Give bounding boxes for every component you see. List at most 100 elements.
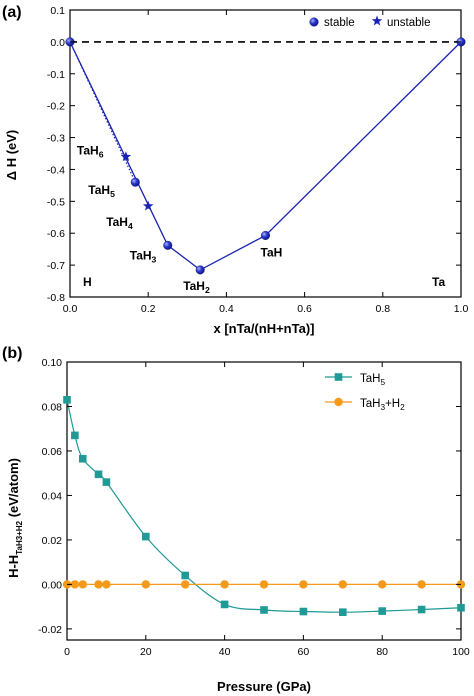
panel-b-tah3h2-point (338, 580, 347, 589)
panel-b-y-label-main: H-H (6, 555, 21, 578)
panel-a-y-tick-label: 0.1 (50, 5, 65, 17)
panel-a-point-label-sub: 2 (205, 285, 210, 295)
panel-a-point-label: TaH3 (130, 248, 157, 264)
panel-b-tah3h2-point (141, 580, 150, 589)
legend-unstable-marker (371, 15, 383, 26)
panel-a-point-label-base: TaH (77, 144, 99, 158)
panel-a-point-label: TaH2 (183, 279, 210, 295)
panel-b-tah5-point (71, 431, 79, 440)
panel-a-y-tick-label: -0.6 (47, 228, 65, 240)
legend-tah3h2-label-tail: +H (385, 398, 400, 410)
panel-a-point-label: TaH5 (88, 183, 115, 199)
panel-b-tah3h2-point (78, 580, 87, 589)
panel-a-label: (a) (2, 4, 22, 21)
legend-tah5-marker (334, 373, 343, 381)
panel-b-tah5-point (94, 470, 103, 479)
legend-tah5-label-base: TaH (360, 373, 380, 385)
panel-a-point-label-base: TaH (183, 279, 205, 293)
panel-b-tah5-point (339, 608, 347, 616)
corner-label-h: H (83, 275, 92, 289)
legend-tah5-label-sub: 5 (380, 378, 385, 387)
panel-a-y-tick-label: -0.1 (47, 69, 65, 81)
legend-unstable-label: unstable (387, 17, 430, 29)
legend-stable-label: stable (324, 17, 355, 29)
panel-a-point-label-sub: 4 (128, 221, 133, 231)
corner-label-ta: Ta (432, 275, 445, 289)
panel-b-tah3h2-point (181, 580, 190, 589)
panel-a-point-label-sub: 3 (152, 254, 157, 264)
panel-a-y-tick-label: -0.4 (47, 164, 65, 176)
panel-a-stable-point (163, 240, 173, 250)
panel-b-legend: TaH5 TaH3+H2 (325, 373, 405, 412)
panel-b-y-label-tail: (eV/atom) (6, 458, 21, 521)
panel-a-y-tick-label: -0.3 (47, 133, 65, 145)
panel-a-y-tick-label: 0.0 (50, 37, 65, 49)
panel-b-y-label-sub: TaH3+H2 (15, 520, 24, 554)
panel-b-label: (b) (2, 345, 22, 362)
panel-a-point-label: TaH4 (106, 215, 133, 231)
panel-b-tah3h2-point (102, 580, 111, 589)
panel-b-x-tick-label: 40 (219, 646, 231, 658)
legend-tah3h2-label: TaH3+H2 (360, 398, 405, 412)
panel-b-tah5-point (181, 571, 189, 580)
panel-a-point-label: TaH6 (77, 144, 104, 160)
legend-tah3h2-marker (334, 397, 343, 407)
panel-b-y-tick-label: 0.00 (42, 579, 63, 591)
panel-b-tah3h2-point (70, 580, 80, 589)
panel-a-y-axis-label: Δ H (eV) (4, 130, 19, 181)
panel-b-tah5-point (142, 532, 150, 541)
panel-b-tah5-point (102, 478, 111, 486)
legend-tah5-label: TaH5 (360, 373, 385, 387)
panel-b-x-tick-label: 80 (376, 646, 388, 658)
panel-a-stable-point (261, 230, 271, 240)
panel-b-tah5-point (457, 603, 465, 612)
panel-b-x-axis-label: Pressure (GPa) (217, 679, 311, 694)
panel-b-y-tick-label: 0.08 (42, 401, 63, 413)
panel-b-y-tick-label: -0.02 (38, 624, 62, 636)
panel-a-point-label-base: TaH (88, 183, 110, 197)
panel-b-plot-frame (66, 361, 462, 641)
panel-b-tah3h2-point (94, 580, 103, 589)
panel-a-y-tick-label: -0.8 (47, 292, 65, 304)
panel-b-tah3h2-point (220, 580, 229, 589)
panel-b-y-tick-label: 0.10 (42, 357, 63, 369)
panel-a-x-tick-label: 0.2 (141, 303, 156, 315)
panel-a-y-tick-label: -0.5 (47, 196, 65, 208)
panel-a-unstable-point (120, 151, 132, 162)
panel-a-point-label-base: TaH (261, 245, 283, 259)
panel-a-chart: (a) 0.0 0.2 0.4 0.6 0.8 1.0 -0.8 -0.7 -0.6 -0.5 -… (2, 4, 468, 336)
panel-a-plot-frame (69, 9, 462, 298)
panel-a-point-label-sub: 5 (110, 189, 115, 199)
panel-a-point-label-sub: 6 (99, 150, 104, 160)
legend-stable-marker (309, 17, 319, 27)
panel-b-tah5-point (378, 607, 386, 615)
panel-a-y-tick-label: -0.7 (47, 260, 65, 272)
panel-b-tah3h2-point (417, 580, 426, 589)
panel-b-y-tick-label: 0.04 (42, 490, 63, 502)
panel-a-point-label: TaH (261, 245, 283, 259)
panel-a-stable-point (195, 265, 205, 275)
panel-b-tah5-point (417, 605, 426, 614)
panel-a-point-label-base: TaH (130, 248, 152, 262)
panel-b-x-tick-label: 20 (140, 646, 152, 658)
panel-a-point-label-base: TaH (106, 215, 128, 229)
panel-b-y-tick-label: 0.02 (42, 535, 63, 547)
panel-b-x-tick-label: 100 (452, 646, 470, 658)
panel-b-x-tick-label: 0 (64, 646, 70, 658)
panel-b-chart: (b) 0 20 40 60 80 100 -0.02 0.00 0.02 0.04 0.06 0.… (2, 345, 470, 694)
panel-a-stable-point (130, 177, 140, 187)
panel-a-x-tick-label: 0.6 (297, 303, 312, 315)
panel-b-tah3h2-point (378, 580, 387, 589)
panel-b-y-tick-label: 0.06 (42, 446, 63, 458)
panel-b-tah5-point (63, 396, 71, 404)
panel-a-legend: stable unstable (309, 15, 430, 29)
panel-b-tah5-point (299, 607, 308, 616)
panel-a-x-tick-label: 0.8 (375, 303, 390, 315)
panel-a-x-tick-label: 1.0 (454, 303, 469, 315)
panel-b-x-tick-label: 60 (298, 646, 310, 658)
panel-b-tah5-point (220, 600, 229, 609)
legend-tah3h2-label-sub: 3 (380, 403, 385, 412)
panel-b-tah5-point (78, 454, 87, 463)
panel-b-y-axis-label: H-HTaH3+H2 (eV/atom) (6, 458, 24, 578)
